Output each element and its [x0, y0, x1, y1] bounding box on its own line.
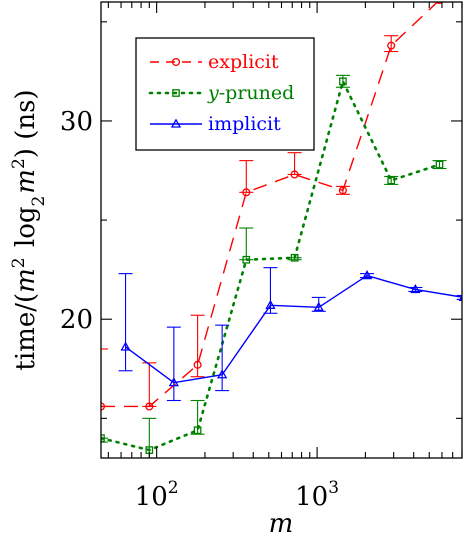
x-tick-label: 103 — [295, 478, 339, 512]
data-point — [242, 255, 251, 264]
y-axis-label-m: m — [11, 268, 41, 293]
data-point — [242, 188, 251, 197]
error-bar — [456, 294, 462, 300]
data-point — [313, 301, 324, 311]
data-point — [217, 369, 228, 379]
data-point — [101, 402, 106, 411]
data-point — [435, 160, 444, 169]
y-axis-label: time/(m2 log2m2) (ns) — [9, 89, 49, 370]
data-point — [120, 341, 131, 351]
data-point — [145, 402, 154, 411]
legend-marker — [172, 89, 180, 97]
legend-label: explicit — [208, 51, 279, 73]
series-implicit — [118, 267, 462, 402]
data-point — [265, 299, 276, 309]
error-bar — [101, 437, 108, 443]
error-bar — [166, 326, 181, 402]
x-tick-label: 102 — [135, 478, 179, 512]
series-explicit — [101, 2, 447, 411]
data-point — [338, 186, 347, 195]
legend-item-y-pruned: y-pruned — [148, 82, 294, 104]
error-bar — [239, 160, 254, 193]
plot-area — [101, 2, 462, 458]
legend-label: y-pruned — [207, 82, 294, 104]
y-axis-label-exp: 2 — [9, 257, 29, 268]
legend-marker — [171, 57, 181, 67]
data-point — [361, 270, 373, 280]
y-axis-label-time: time/( — [11, 293, 41, 371]
data-point — [410, 283, 421, 294]
data-point — [387, 41, 396, 50]
legend: explicit y-pruned implicit — [135, 37, 315, 151]
legend-label: implicit — [208, 113, 281, 135]
data-point — [290, 170, 299, 179]
data-point — [168, 377, 179, 387]
data-point — [290, 253, 299, 262]
legend-item-implicit: implicit — [150, 113, 281, 135]
error-bar — [239, 227, 254, 261]
legend-item-explicit: explicit — [150, 51, 279, 73]
series-line — [101, 2, 439, 408]
data-point — [193, 426, 202, 435]
legend-marker — [170, 118, 182, 128]
series-line — [125, 274, 462, 384]
y-tick-label: 20 — [60, 305, 93, 335]
data-point — [339, 77, 347, 86]
error-bar — [215, 324, 230, 392]
series-line — [101, 77, 441, 452]
data-point — [387, 176, 396, 185]
series-y-pruned — [101, 74, 447, 458]
data-point — [193, 360, 202, 369]
error-bar — [118, 273, 133, 372]
data-point — [435, 2, 444, 5]
y-tick-label: 30 — [60, 107, 93, 137]
axes: 102 103 20 30 — [60, 1, 463, 512]
error-bar — [190, 314, 205, 378]
error-bar — [142, 362, 157, 408]
x-axis-label: m — [269, 509, 294, 539]
series-group — [101, 2, 462, 458]
